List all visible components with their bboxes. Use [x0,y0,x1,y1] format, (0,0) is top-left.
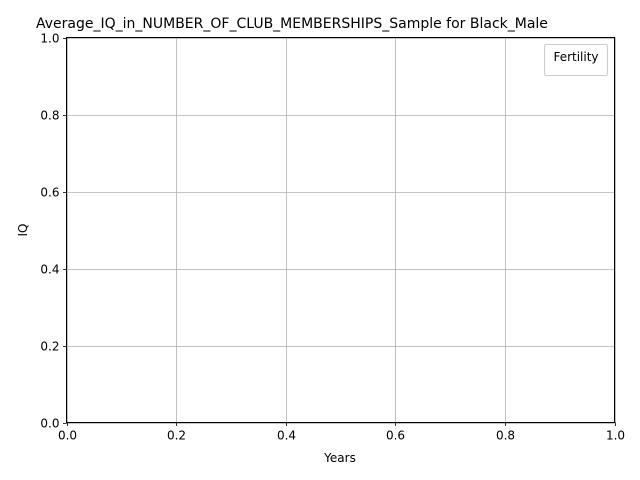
y-tick-label: 0.8 [40,109,59,123]
y-axis-ticks: 0.0 0.2 0.4 0.6 0.8 1.0 [40,32,67,431]
y-tick-label: 1.0 [40,32,59,46]
plot-area-frame [66,37,615,423]
x-tick-label: 0.2 [167,429,186,443]
x-tick-label: 0.6 [386,429,405,443]
y-axis-label: IQ [16,224,30,237]
grid-lines [66,37,616,424]
x-tick-label: 0.0 [58,429,77,443]
x-axis-label: Years [323,451,356,465]
chart-title: Average_IQ_in_NUMBER_OF_CLUB_MEMBERSHIPS… [36,16,548,32]
legend-title: Fertility [553,50,598,64]
y-tick-label: 0.0 [40,417,59,431]
x-tick-label: 1.0 [606,429,625,443]
legend-box [544,44,608,76]
y-tick-label: 0.6 [40,186,59,200]
x-tick-label: 0.8 [496,429,515,443]
x-tick-label: 0.4 [277,429,296,443]
y-tick-label: 0.2 [40,340,59,354]
y-tick-label: 0.4 [40,263,59,277]
legend: Fertility [544,44,608,76]
x-axis-ticks: 0.0 0.2 0.4 0.6 0.8 1.0 [58,422,625,443]
